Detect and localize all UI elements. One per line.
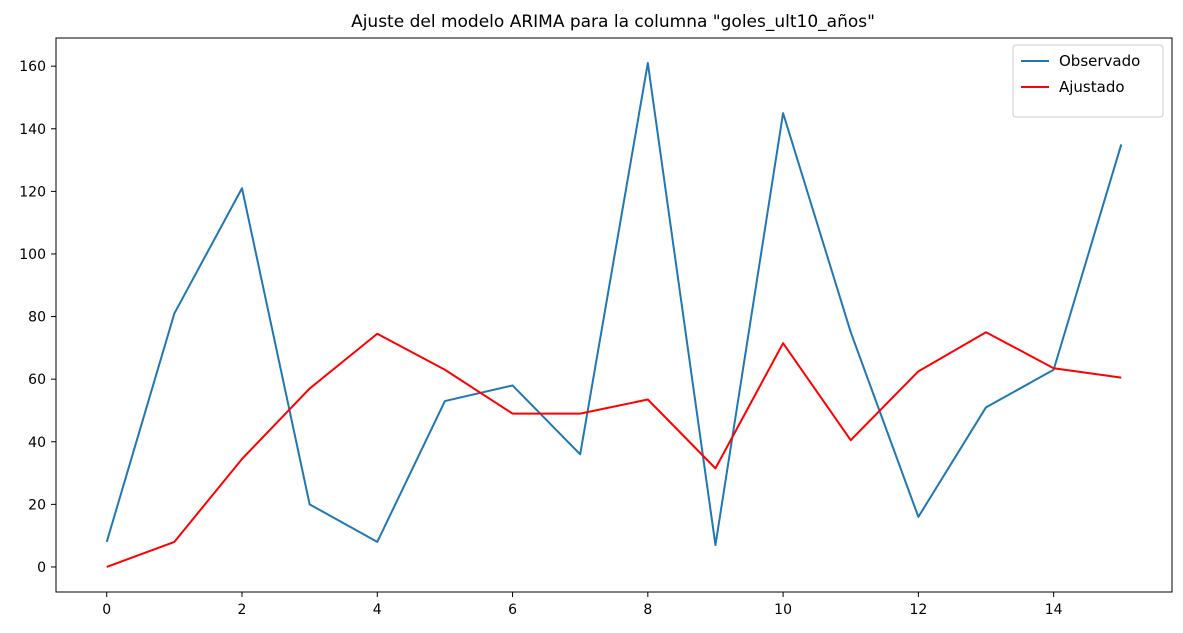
- x-tick-label: 8: [643, 602, 652, 618]
- chart-title: Ajuste del modelo ARIMA para la columna …: [351, 12, 875, 32]
- x-tick-label: 10: [774, 602, 792, 618]
- legend-label-ajustado: Ajustado: [1059, 78, 1125, 96]
- x-axis: 0 2 4 6 8 10 12 14: [102, 592, 1063, 618]
- x-tick-label: 14: [1045, 602, 1063, 618]
- y-tick-label: 40: [28, 435, 46, 451]
- legend: Observado Ajustado: [1012, 44, 1164, 118]
- y-tick-label: 80: [28, 310, 46, 326]
- x-tick-label: 2: [238, 602, 247, 618]
- x-tick-label: 4: [373, 602, 382, 618]
- y-axis: 0 20 40 60 80 100 120 140 160: [19, 59, 56, 576]
- y-tick-label: 60: [28, 372, 46, 388]
- y-tick-label: 20: [28, 497, 46, 513]
- x-tick-label: 0: [102, 602, 111, 618]
- series-line-observado: [105, 62, 1123, 547]
- x-tick-label: 6: [508, 602, 517, 618]
- y-tick-label: 160: [19, 59, 46, 75]
- y-tick-label: 140: [19, 122, 46, 138]
- y-tick-label: 0: [37, 560, 46, 576]
- y-tick-label: 120: [19, 184, 46, 200]
- x-tick-label: 12: [909, 602, 927, 618]
- y-tick-label: 100: [19, 247, 46, 263]
- legend-box: [1012, 44, 1164, 118]
- legend-label-observado: Observado: [1059, 52, 1140, 70]
- series-layer: [105, 62, 1123, 568]
- plot-frame: [55, 37, 1173, 593]
- series-line-ajustado: [106, 331, 1122, 568]
